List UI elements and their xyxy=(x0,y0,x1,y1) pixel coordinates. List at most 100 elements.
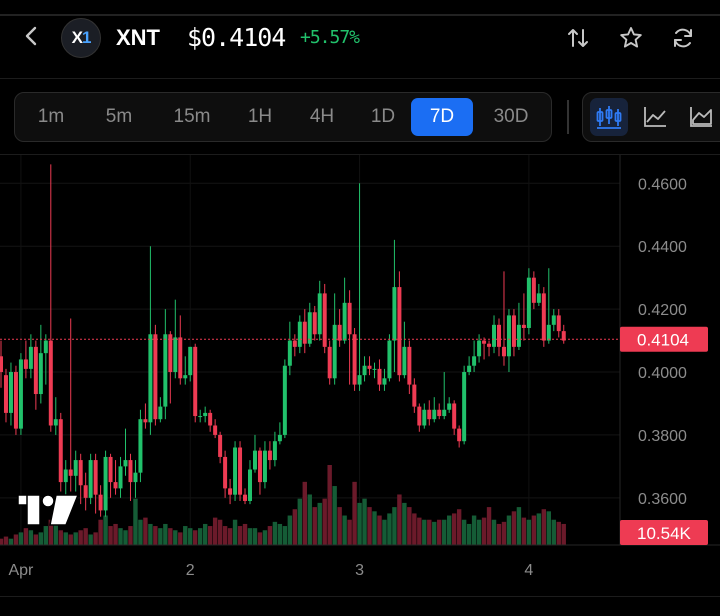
candle-body xyxy=(128,460,133,483)
volume-bar xyxy=(501,521,507,545)
volume-bar xyxy=(511,511,517,545)
candle-body xyxy=(8,372,13,413)
candle-body xyxy=(98,494,103,511)
candle-body xyxy=(267,450,272,461)
candle-body xyxy=(501,346,506,357)
volume-bar xyxy=(541,509,547,545)
volume-bar xyxy=(347,519,352,545)
volume-bar xyxy=(287,515,293,545)
candle-body xyxy=(551,315,556,325)
volume-bar xyxy=(222,526,228,545)
candle-body xyxy=(63,469,68,483)
x-tick-label: Apr xyxy=(8,562,34,579)
candle-body xyxy=(317,293,322,335)
volume-bar xyxy=(357,502,362,545)
volume-bar xyxy=(217,519,223,545)
volume-bar xyxy=(297,498,302,545)
candle-body xyxy=(417,406,422,426)
volume-bar xyxy=(481,517,487,545)
candle-body xyxy=(158,406,163,420)
timeframe-7d[interactable]: 7D xyxy=(411,98,473,136)
volume-bar xyxy=(257,532,263,545)
price-chart[interactable]: 0.4600 0.4400 0.4200 0.4000 0.3800 0.3600 Apr… xyxy=(0,155,720,596)
volume-bar xyxy=(43,526,49,545)
candle-body xyxy=(447,403,452,410)
candle-body xyxy=(183,375,188,379)
volume-bar xyxy=(272,521,278,545)
volume-bar xyxy=(68,534,73,545)
volume-bar xyxy=(387,513,392,545)
swap-sort-icon[interactable] xyxy=(564,24,592,52)
candle-body xyxy=(257,450,262,483)
candle-body xyxy=(382,378,387,385)
volume-bar xyxy=(447,515,452,545)
area-chart-icon[interactable] xyxy=(682,98,720,136)
timeframe-4h[interactable]: 4H xyxy=(309,106,335,127)
volume-bar xyxy=(476,519,482,545)
candle-body xyxy=(556,315,561,332)
candle-body xyxy=(362,365,367,376)
candlestick-icon[interactable] xyxy=(590,98,628,136)
x-tick-label: 4 xyxy=(524,562,533,579)
volume-bar xyxy=(277,523,283,545)
volume-bar xyxy=(521,517,527,545)
volume-bar xyxy=(496,523,502,545)
volume-bar xyxy=(407,507,412,545)
candle-body xyxy=(28,346,33,369)
volume-bar xyxy=(48,519,53,545)
y-tick-label: 0.4400 xyxy=(638,239,687,256)
volume-tag xyxy=(620,520,708,545)
star-icon[interactable] xyxy=(617,24,645,52)
timeframe-5m[interactable]: 5m xyxy=(105,106,133,127)
volume-bar xyxy=(252,528,258,545)
timeframe-15m[interactable]: 15m xyxy=(173,106,211,127)
volume-bar xyxy=(158,528,163,545)
candle-body xyxy=(38,353,43,395)
candle-body xyxy=(143,419,148,423)
candle-body xyxy=(526,277,531,328)
back-icon[interactable] xyxy=(18,22,46,50)
volume-bar xyxy=(242,523,248,545)
volume-bar xyxy=(292,509,298,545)
candle-body xyxy=(277,434,282,442)
y-tick-label: 0.4200 xyxy=(638,302,687,319)
timeframe-30d[interactable]: 30D xyxy=(493,106,529,127)
candle-body xyxy=(198,416,203,418)
bottom-divider xyxy=(0,596,720,597)
volume-bar xyxy=(93,532,98,545)
volume-bar xyxy=(232,519,238,545)
candle-body xyxy=(307,312,312,344)
volume-bar xyxy=(153,526,158,545)
candle-body xyxy=(402,346,407,376)
volume-bar xyxy=(138,519,143,545)
volume-bar xyxy=(506,515,512,545)
candle-body xyxy=(497,324,501,347)
volume-bar xyxy=(188,528,193,545)
volume-bar xyxy=(88,534,93,545)
volume-bar xyxy=(163,523,168,545)
volume-bar xyxy=(98,519,103,545)
header-divider xyxy=(0,78,720,79)
candle-body xyxy=(367,365,372,369)
timeframe-1m[interactable]: 1m xyxy=(37,106,65,127)
candle-body xyxy=(477,340,482,357)
candle-body xyxy=(148,334,153,423)
volume-bar xyxy=(427,519,432,545)
candle-body xyxy=(337,324,342,341)
candle-body xyxy=(457,428,462,442)
volume-bar xyxy=(123,530,128,545)
refresh-icon[interactable] xyxy=(669,24,697,52)
line-chart-icon[interactable] xyxy=(636,98,674,136)
timeframe-1d[interactable]: 1D xyxy=(370,106,396,127)
candle-body xyxy=(487,343,492,347)
y-tick-label: 0.4600 xyxy=(638,176,687,193)
candle-body xyxy=(282,365,287,435)
candle-body xyxy=(193,346,198,417)
candle-body xyxy=(342,302,347,341)
volume-bar xyxy=(108,526,113,545)
volume-bar xyxy=(432,521,437,545)
timeframe-1h[interactable]: 1H xyxy=(247,106,273,127)
volume-bar xyxy=(53,523,58,545)
candle-body xyxy=(33,346,38,395)
volume-bar xyxy=(183,526,188,545)
